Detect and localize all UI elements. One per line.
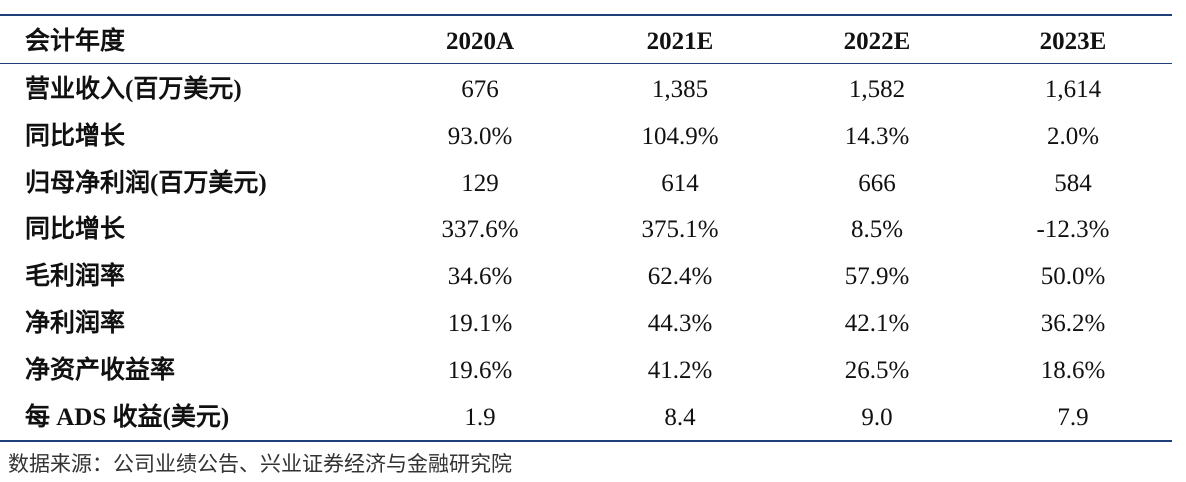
- value-cell: 8.4: [664, 403, 696, 431]
- value-cell: 19.6%: [447, 356, 513, 384]
- value-cell: 93.0%: [447, 122, 513, 150]
- row-label: 每 ADS 收益(美元): [25, 403, 230, 431]
- row-label: 同比增长: [25, 216, 126, 244]
- value-cell: 42.1%: [844, 310, 910, 337]
- value-cell: 18.6%: [1040, 356, 1106, 384]
- row-label: 归母净利润(百万美元): [25, 169, 267, 197]
- header-cell: 2020A: [445, 28, 515, 55]
- value-cell: 9.0: [861, 403, 893, 431]
- value-cell: 676: [461, 76, 499, 103]
- header-cell: 会计年度: [25, 28, 126, 55]
- value-cell: 26.5%: [844, 356, 910, 384]
- value-cell: 1,385: [651, 76, 709, 103]
- header-cell: 2021E: [646, 28, 714, 55]
- value-cell: 1,614: [1044, 76, 1102, 103]
- value-cell: 7.9: [1057, 403, 1089, 431]
- row-label: 营业收入(百万美元): [25, 76, 242, 103]
- value-cell: 36.2%: [1040, 310, 1106, 337]
- value-cell: 44.3%: [647, 310, 713, 337]
- value-cell: 337.6%: [441, 216, 519, 244]
- bottom-rule: [0, 440, 1172, 442]
- top-rule: [0, 14, 1172, 16]
- header-rule: [0, 63, 1172, 64]
- value-cell: 57.9%: [844, 263, 910, 291]
- value-cell: 14.3%: [844, 122, 910, 150]
- value-cell: 8.5%: [850, 216, 904, 244]
- row-label: 毛利润率: [25, 263, 126, 291]
- value-cell: 375.1%: [641, 216, 719, 244]
- source-note: 数据来源：公司业绩公告、兴业证券经济与金融研究院: [8, 452, 512, 476]
- value-cell: 129: [461, 169, 499, 197]
- value-cell: 614: [661, 169, 699, 197]
- value-cell: 104.9%: [641, 122, 719, 150]
- value-cell: 1.9: [464, 403, 496, 431]
- value-cell: 50.0%: [1040, 263, 1106, 291]
- value-cell: 34.6%: [447, 263, 513, 291]
- value-cell: -12.3%: [1036, 216, 1110, 244]
- header-cell: 2022E: [843, 28, 911, 55]
- value-cell: 62.4%: [647, 263, 713, 291]
- value-cell: 41.2%: [647, 356, 713, 384]
- value-cell: 2.0%: [1046, 122, 1100, 150]
- value-cell: 666: [858, 169, 896, 197]
- value-cell: 1,582: [848, 76, 906, 103]
- value-cell: 19.1%: [447, 310, 513, 337]
- row-label: 净资产收益率: [25, 356, 176, 384]
- row-label: 净利润率: [25, 310, 126, 337]
- row-label: 同比增长: [25, 122, 126, 150]
- value-cell: 584: [1054, 169, 1092, 197]
- header-cell: 2023E: [1039, 28, 1107, 55]
